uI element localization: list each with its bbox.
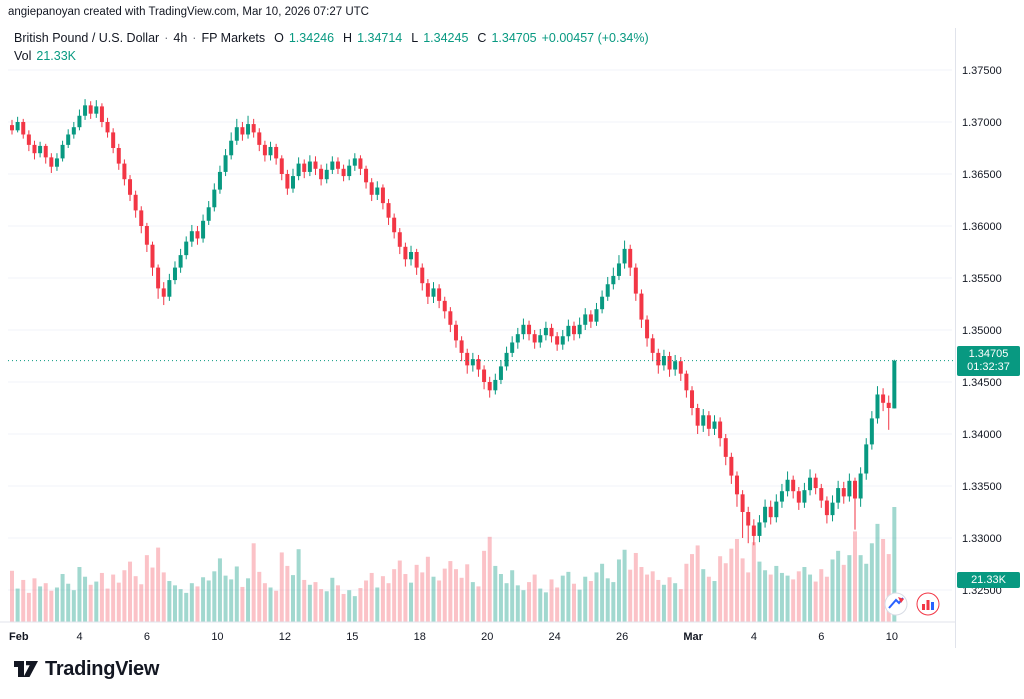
time-tick-label: 26 <box>616 631 628 643</box>
current-price-badge: 1.34705 01:32:37 <box>957 346 1020 376</box>
high-letter: H <box>343 31 353 45</box>
current-price-value: 1.34705 <box>968 348 1009 360</box>
price-tick-label: 1.32500 <box>962 585 1002 597</box>
high-value: 1.34714 <box>357 31 403 45</box>
symbol-title: British Pound / U.S. Dollar <box>14 31 160 45</box>
change-value: +0.00457 (+0.34%) <box>541 31 649 45</box>
price-tick-label: 1.35500 <box>962 273 1002 285</box>
time-tick-label: 18 <box>414 631 426 643</box>
interval-label[interactable]: 4h <box>173 31 188 45</box>
close-value: 1.34705 <box>491 31 537 45</box>
time-tick-label: 6 <box>144 631 150 643</box>
time-tick-label: 24 <box>549 631 561 643</box>
current-volume-value: 21.33K <box>971 574 1006 586</box>
time-tick-label: Feb <box>9 631 29 643</box>
price-tick-label: 1.37000 <box>962 117 1002 129</box>
volume-legend[interactable]: Vol 21.33K <box>14 49 76 63</box>
sticker-group <box>884 592 940 616</box>
time-tick-label: 6 <box>818 631 824 643</box>
open-value: 1.34246 <box>288 31 335 45</box>
time-tick-label: 10 <box>886 631 898 643</box>
bar-countdown-timer: 01:32:37 <box>967 361 1010 373</box>
price-tick-label: 1.34500 <box>962 377 1002 389</box>
time-tick-label: 10 <box>211 631 223 643</box>
price-tick-label: 1.34000 <box>962 429 1002 441</box>
symbol-legend[interactable]: British Pound / U.S. Dollar · 4h · FP Ma… <box>14 31 649 45</box>
grid-lines <box>8 69 952 591</box>
legend-separator: · <box>192 31 197 45</box>
price-tick-label: 1.36500 <box>962 169 1002 181</box>
price-tick-label: 1.37500 <box>962 65 1002 77</box>
price-axis-labels: 1.37500 1.37000 1.36500 1.36000 1.35500 1.350… <box>962 65 1002 597</box>
low-value: 1.34245 <box>423 31 469 45</box>
broker-label: FP Markets <box>201 31 266 45</box>
time-axis-labels: Feb 4 6 10 12 15 18 20 24 26 Mar 4 6 10 <box>9 631 898 643</box>
close-letter: C <box>477 31 487 45</box>
price-tick-label: 1.33500 <box>962 481 1002 493</box>
price-tick-label: 1.33000 <box>962 533 1002 545</box>
legend-separator: · <box>164 31 169 45</box>
time-tick-label: Mar <box>683 631 703 643</box>
rocket-chart-sticker-icon <box>884 592 908 616</box>
time-tick-label: 20 <box>481 631 493 643</box>
price-tick-label: 1.36000 <box>962 221 1002 233</box>
candles <box>10 99 897 546</box>
attribution-text: angiepanoyan created with TradingView.co… <box>8 6 369 18</box>
low-letter: L <box>411 31 419 45</box>
volume-bars <box>10 507 897 622</box>
volume-label: Vol <box>14 49 32 63</box>
tradingview-logo-icon <box>14 661 38 677</box>
price-tick-label: 1.35000 <box>962 325 1002 337</box>
time-tick-label: 4 <box>751 631 757 643</box>
tradingview-logo[interactable]: TradingView <box>12 656 159 682</box>
bar-chart-sticker-icon <box>916 592 940 616</box>
time-tick-label: 12 <box>279 631 291 643</box>
tradingview-wordmark: TradingView <box>45 657 160 680</box>
open-letter: O <box>274 31 284 45</box>
time-tick-label: 15 <box>346 631 358 643</box>
time-tick-label: 4 <box>76 631 82 643</box>
current-volume-badge: 21.33K <box>957 572 1020 588</box>
volume-value: 21.33K <box>36 49 77 63</box>
